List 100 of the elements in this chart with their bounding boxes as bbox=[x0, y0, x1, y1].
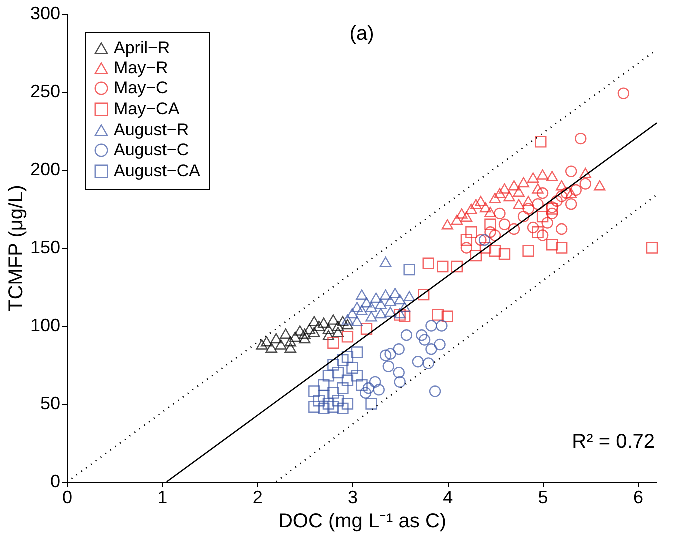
point bbox=[270, 333, 282, 344]
y-tick-label: 250 bbox=[30, 82, 60, 102]
point bbox=[342, 374, 354, 386]
point bbox=[256, 340, 268, 350]
point bbox=[394, 376, 406, 388]
x-tick-label: 0 bbox=[62, 488, 73, 508]
legend-label: April−R bbox=[114, 38, 170, 58]
point bbox=[416, 330, 428, 342]
point bbox=[580, 168, 592, 178]
point bbox=[328, 359, 340, 371]
point bbox=[332, 395, 344, 407]
y-tick-label: 0 bbox=[50, 472, 60, 492]
point bbox=[513, 186, 525, 197]
point bbox=[646, 242, 658, 254]
x-tick-label: 3 bbox=[348, 488, 358, 508]
point bbox=[542, 217, 554, 229]
point bbox=[304, 324, 316, 334]
point bbox=[404, 291, 416, 302]
point bbox=[480, 242, 492, 254]
point bbox=[384, 348, 396, 360]
point bbox=[489, 192, 502, 204]
x-axis-title: DOC (mg L⁻¹ as C) bbox=[278, 510, 447, 532]
point bbox=[322, 370, 335, 382]
point bbox=[470, 199, 482, 210]
point bbox=[384, 296, 396, 306]
point bbox=[426, 320, 438, 332]
point bbox=[504, 191, 516, 202]
point bbox=[546, 239, 558, 251]
annotation: (a) bbox=[350, 23, 374, 45]
point bbox=[489, 245, 502, 257]
point bbox=[370, 292, 382, 304]
point bbox=[290, 332, 302, 342]
y-tick-label: 300 bbox=[30, 4, 60, 24]
point bbox=[356, 379, 368, 392]
point bbox=[498, 248, 511, 260]
point bbox=[360, 323, 373, 335]
point bbox=[575, 132, 587, 145]
y-tick-label: 150 bbox=[30, 238, 60, 258]
point bbox=[522, 245, 534, 257]
point bbox=[442, 219, 454, 230]
point bbox=[351, 370, 364, 382]
point bbox=[466, 226, 478, 238]
point bbox=[532, 198, 544, 210]
point bbox=[418, 334, 431, 346]
legend-label: August−CA bbox=[114, 162, 202, 180]
point bbox=[436, 320, 448, 332]
point bbox=[313, 320, 326, 332]
point bbox=[466, 204, 478, 214]
x-tick-label: 4 bbox=[443, 488, 454, 508]
point bbox=[360, 297, 373, 308]
point bbox=[318, 379, 330, 392]
point bbox=[532, 184, 544, 194]
point bbox=[429, 386, 442, 398]
point bbox=[546, 208, 558, 220]
y-axis-title: TCMFP (μg/L) bbox=[5, 185, 28, 312]
point bbox=[532, 226, 544, 238]
point bbox=[362, 382, 375, 394]
point bbox=[451, 260, 464, 273]
point bbox=[560, 188, 572, 200]
point bbox=[342, 314, 354, 325]
point bbox=[342, 331, 354, 343]
point bbox=[470, 250, 482, 262]
point bbox=[393, 344, 405, 356]
point bbox=[375, 299, 387, 310]
point bbox=[536, 170, 549, 180]
point bbox=[460, 234, 473, 246]
point bbox=[342, 319, 354, 330]
point bbox=[422, 258, 434, 270]
point bbox=[308, 327, 320, 338]
point bbox=[360, 387, 372, 399]
point bbox=[478, 234, 491, 246]
legend-label: August−C bbox=[114, 140, 190, 160]
point bbox=[518, 177, 530, 188]
point bbox=[346, 308, 358, 319]
point bbox=[375, 308, 387, 319]
point bbox=[566, 198, 578, 210]
point bbox=[393, 366, 405, 379]
point bbox=[356, 290, 368, 300]
point bbox=[398, 302, 411, 312]
point bbox=[484, 218, 496, 230]
point bbox=[508, 223, 520, 236]
point bbox=[522, 203, 534, 215]
point bbox=[280, 328, 292, 339]
point bbox=[480, 202, 492, 213]
point bbox=[346, 362, 358, 374]
point bbox=[451, 214, 464, 226]
point bbox=[284, 336, 296, 347]
point bbox=[412, 356, 424, 368]
point bbox=[308, 316, 320, 326]
point bbox=[535, 136, 547, 148]
point bbox=[456, 208, 468, 219]
point bbox=[400, 330, 413, 342]
point bbox=[328, 314, 340, 325]
point bbox=[322, 324, 335, 334]
point bbox=[351, 302, 364, 312]
point bbox=[337, 354, 349, 366]
point bbox=[460, 242, 473, 254]
point bbox=[556, 242, 568, 254]
point bbox=[337, 402, 349, 415]
point bbox=[351, 346, 364, 358]
